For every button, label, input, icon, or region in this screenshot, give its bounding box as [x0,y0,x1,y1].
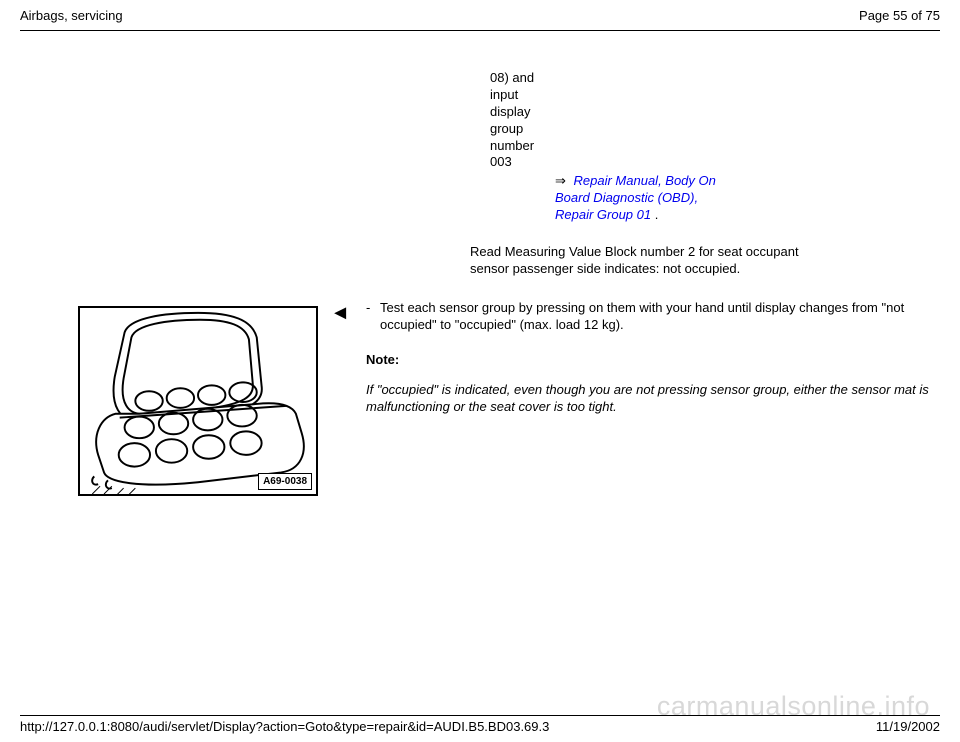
footer-divider [20,715,940,716]
link-period: . [655,207,659,222]
link-arrow-icon: ⇒ [555,173,566,188]
step-continuation-text: 08) and input display group number 003 [490,70,555,171]
seat-svg [80,308,316,494]
link-text: Repair Manual, Body On Board Diagnostic … [555,173,716,222]
bullet-row: - Test each sensor group by pressing on … [366,300,940,334]
diagram-label: A69-0038 [258,473,312,490]
footer-date: 11/19/2002 [876,719,940,736]
header-title: Airbags, servicing [20,8,123,25]
repair-manual-link[interactable]: ⇒ Repair Manual, Body On Board Diagnosti… [555,173,725,224]
seat-sensor-diagram: A69-0038 [78,306,318,496]
note-text: If "occupied" is indicated, even though … [366,382,940,416]
footer-url: http://127.0.0.1:8080/audi/servlet/Displ… [20,719,549,736]
upper-block: 08) and input display group number 003 ⇒… [490,70,940,224]
instruction-column: - Test each sensor group by pressing on … [358,300,940,416]
note-label: Note: [366,352,940,369]
content-area: 08) and input display group number 003 ⇒… [20,70,940,496]
bullet-dash: - [366,300,380,334]
header-page-indicator: Page 55 of 75 [859,8,940,25]
measuring-value-text: Read Measuring Value Block number 2 for … [470,244,800,278]
header-divider [20,30,940,31]
main-row: A69-0038 ◄ - Test each sensor group by p… [20,300,940,496]
bullet-text: Test each sensor group by pressing on th… [380,300,940,334]
arrow-indicator-icon: ◄ [318,300,358,326]
